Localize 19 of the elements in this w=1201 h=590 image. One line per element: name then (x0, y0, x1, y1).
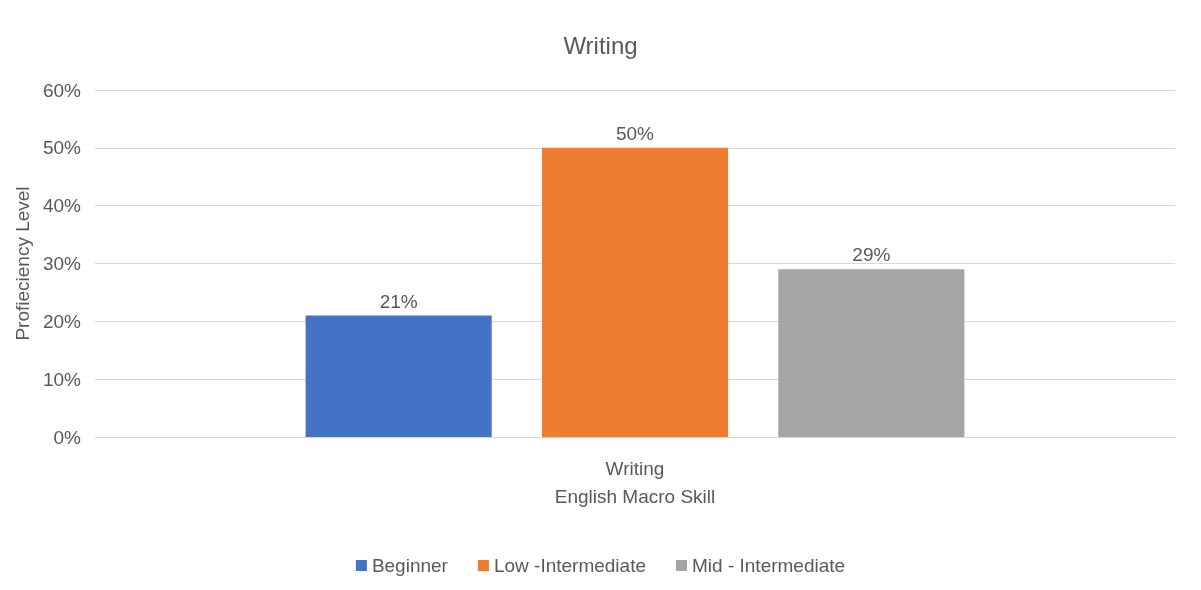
legend-label: Low -Intermediate (493, 555, 647, 576)
data-label: 29% (852, 244, 891, 266)
chart-title: Writing (563, 31, 638, 59)
y-tick-label: 60% (42, 79, 82, 101)
data-label: 21% (379, 290, 418, 312)
y-axis-title: Profieciency Level (12, 186, 34, 341)
data-label: 50% (615, 122, 655, 144)
legend-label: Beginner (371, 555, 449, 576)
y-tick-label: 40% (42, 195, 82, 217)
legend-label: Mid - Intermediate (692, 555, 846, 576)
y-tick-label: 50% (42, 137, 82, 159)
y-tick-label: 20% (42, 310, 82, 332)
y-tick-label: 30% (42, 253, 82, 274)
bar (541, 147, 729, 437)
y-tick-label: 0% (53, 426, 82, 448)
bar (305, 315, 492, 437)
y-tick-label: 10% (42, 368, 82, 390)
x-axis-title: English Macro Skill (554, 486, 716, 507)
bar (778, 269, 965, 437)
